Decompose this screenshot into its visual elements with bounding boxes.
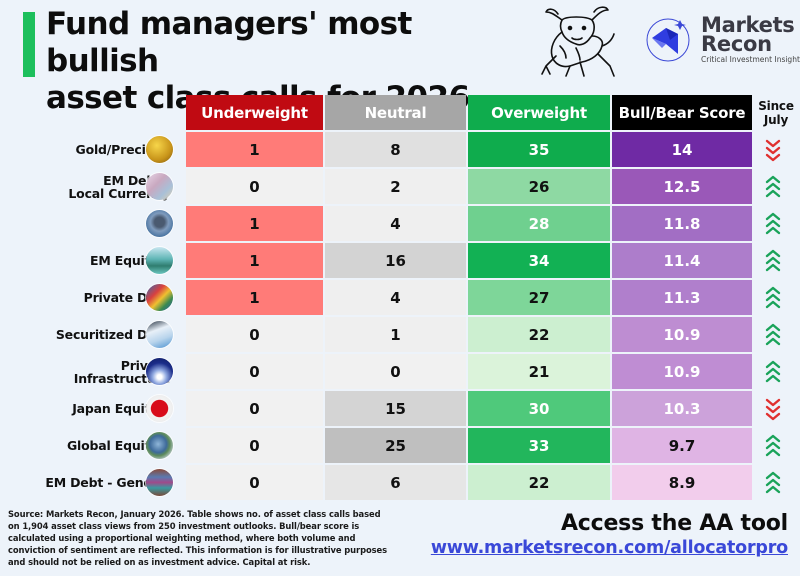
cta-heading: Access the AA tool [560,511,788,536]
since-july-line-2: July [763,112,789,127]
header-underweight: Underweight [186,95,323,130]
logo-mark-icon [646,18,690,62]
overweight-cell: 22 [468,465,610,500]
score-cell: 9.7 [612,428,752,463]
overweight-cell: 26 [468,169,610,204]
since-july-line-1: Since [758,98,794,113]
neutral-cell: 4 [325,280,466,315]
overweight-cell: 34 [468,243,610,278]
table-row: EM Equities 1 16 34 11.4 [0,243,800,278]
underweight-cell: 0 [186,465,323,500]
logo-name-line-2: Recon [701,32,772,56]
underweight-cell: 1 [186,280,323,315]
trend-up-icon [765,286,781,309]
row-label: Global Equities [67,438,170,453]
score-cell: 12.5 [612,169,752,204]
trend-up-icon [765,323,781,346]
em-landscape-icon [146,247,173,274]
trend-up-icon [765,434,781,457]
overweight-cell: 28 [468,206,610,241]
overweight-cell: 33 [468,428,610,463]
title-accent-bar [23,12,35,77]
overweight-cell: 30 [468,391,610,426]
table-row: EM Debt - General 0 6 22 8.9 [0,465,800,500]
header-bull-bear-score: Bull/Bear Score [612,95,752,130]
infrastructure-tunnel-icon [146,358,173,385]
score-cell: 11.8 [612,206,752,241]
underweight-cell: 0 [186,428,323,463]
currency-notes-icon [146,173,173,200]
table-row: Private Infrastructure 0 0 21 10.9 [0,354,800,389]
logo-tagline: Critical Investment Insights [701,55,800,64]
underweight-cell: 0 [186,317,323,352]
table-row: Global Equities 0 25 33 9.7 [0,428,800,463]
score-cell: 10.9 [612,354,752,389]
logo-name-line-1: Markets [701,13,795,37]
score-cell: 10.9 [612,317,752,352]
ai-chip-icon [146,210,173,237]
overweight-cell: 22 [468,317,610,352]
gold-bars-icon [146,136,173,163]
neutral-cell: 6 [325,465,466,500]
trend-up-icon [765,175,781,198]
source-footnote: Source: Markets Recon, January 2026. Tab… [8,509,387,567]
underweight-cell: 0 [186,391,323,426]
row-label: Securitized Debt [55,327,170,342]
shipping-containers-icon [146,469,173,496]
document-pen-icon [146,321,173,348]
world-flags-icon [146,284,173,311]
row-label: Japan Equities [72,401,170,416]
underweight-cell: 0 [186,169,323,204]
bull-icon [541,6,615,77]
markets-recon-logo: Markets Recon Critical Investment Insigh… [640,8,800,68]
table-row: EM Debt - Local Currency 0 2 26 12.5 [0,169,800,204]
overweight-cell: 27 [468,280,610,315]
trend-down-icon [765,398,781,421]
trend-up-icon [765,212,781,235]
header-since-july: Since July [752,95,800,130]
table-row: Securitized Debt 0 1 22 10.9 [0,317,800,352]
underweight-cell: 1 [186,243,323,278]
allocator-pro-link[interactable]: www.marketsrecon.com/allocatorpro [430,538,788,558]
table-row: AI 1 4 28 11.8 [0,206,800,241]
neutral-cell: 16 [325,243,466,278]
title-line-1: Fund managers' most bullish [46,6,412,79]
neutral-cell: 8 [325,132,466,167]
globe-icon [146,432,173,459]
neutral-cell: 15 [325,391,466,426]
neutral-cell: 4 [325,206,466,241]
table-row: Private Debt 1 4 27 11.3 [0,280,800,315]
japan-flag-icon [146,395,173,422]
score-cell: 11.4 [612,243,752,278]
neutral-cell: 0 [325,354,466,389]
neutral-cell: 25 [325,428,466,463]
table-row: Gold/Precious 1 8 35 14 [0,132,800,167]
score-cell: 14 [612,132,752,167]
overweight-cell: 35 [468,132,610,167]
neutral-cell: 1 [325,317,466,352]
underweight-cell: 1 [186,206,323,241]
table-row: Japan Equities 0 15 30 10.3 [0,391,800,426]
header-overweight: Overweight [468,95,610,130]
row-label: EM Debt - General [45,475,170,490]
underweight-cell: 0 [186,354,323,389]
neutral-cell: 2 [325,169,466,204]
trend-up-icon [765,360,781,383]
score-cell: 11.3 [612,280,752,315]
trend-up-icon [765,249,781,272]
overweight-cell: 21 [468,354,610,389]
header-neutral: Neutral [325,95,466,130]
score-cell: 10.3 [612,391,752,426]
trend-down-icon [765,139,781,162]
score-cell: 8.9 [612,465,752,500]
underweight-cell: 1 [186,132,323,167]
trend-up-icon [765,471,781,494]
